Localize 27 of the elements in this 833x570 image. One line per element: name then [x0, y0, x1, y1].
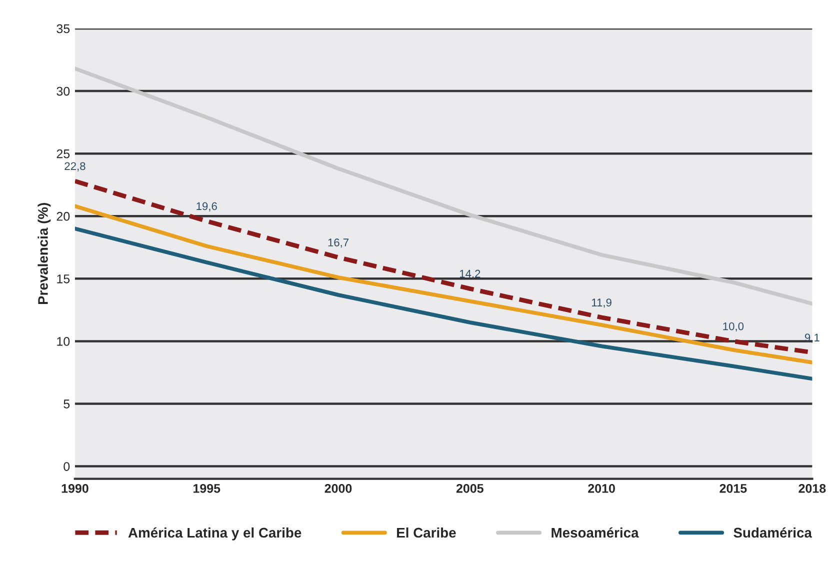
- x-tick-label: 2010: [588, 484, 615, 493]
- y-axis-title: Prevalencia (%): [38, 203, 51, 304]
- x-tick-label: 1995: [194, 484, 220, 493]
- legend-label: El Caribe: [397, 527, 456, 538]
- y-tick-label: 35: [56, 24, 70, 34]
- data-label: 14,2: [460, 270, 480, 279]
- y-tick-label: 10: [57, 337, 70, 346]
- data-label: 16,7: [328, 238, 349, 248]
- x-tick-label: 1990: [62, 484, 88, 493]
- data-label: 11,9: [592, 298, 612, 308]
- legend-label: Sudamérica: [734, 527, 812, 538]
- y-tick-label: 20: [56, 212, 70, 221]
- y-tick-label: 30: [56, 86, 70, 96]
- y-tick-label: 25: [56, 149, 70, 158]
- data-label: 9,1: [804, 334, 820, 343]
- x-tick-label: 2005: [456, 484, 484, 493]
- data-label: 10,0: [723, 322, 744, 332]
- y-tick-label: 0: [64, 462, 70, 471]
- legend-label: Mesoamérica: [552, 527, 639, 538]
- y-tick-label: 5: [64, 400, 70, 408]
- x-tick-label: 2018: [798, 484, 826, 493]
- legend-label: América Latina y el Caribe: [128, 527, 302, 540]
- data-label: 19,6: [196, 202, 217, 212]
- data-label: 22,8: [64, 162, 86, 172]
- y-tick-label: 15: [57, 274, 70, 284]
- x-tick-label: 2000: [324, 484, 352, 493]
- x-tick-label: 2015: [720, 484, 747, 493]
